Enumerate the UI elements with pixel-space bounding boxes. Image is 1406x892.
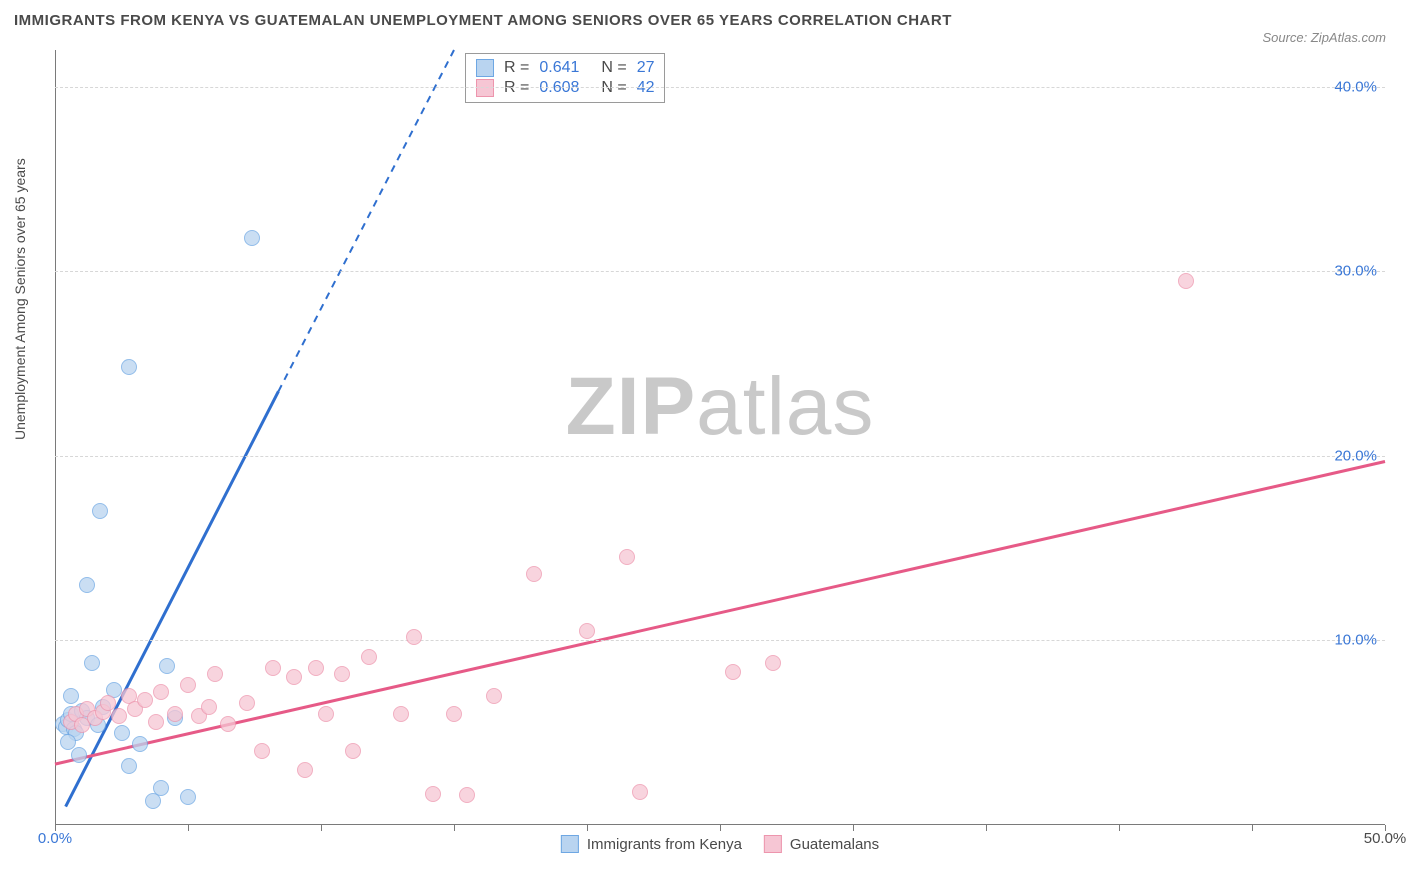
data-point — [334, 666, 350, 682]
data-point — [393, 706, 409, 722]
data-point — [286, 669, 302, 685]
x-tick — [986, 825, 987, 831]
data-point — [632, 784, 648, 800]
data-point — [486, 688, 502, 704]
gridline — [55, 640, 1385, 641]
legend-label: Immigrants from Kenya — [587, 836, 742, 853]
data-point — [92, 503, 108, 519]
legend-swatch — [476, 79, 494, 97]
data-point — [121, 758, 137, 774]
x-tick-label: 50.0% — [1364, 830, 1406, 847]
data-point — [725, 664, 741, 680]
x-tick — [853, 825, 854, 831]
data-point — [579, 623, 595, 639]
x-tick — [587, 825, 588, 831]
y-axis-label: Unemployment Among Seniors over 65 years — [12, 158, 28, 440]
gridline — [55, 456, 1385, 457]
data-point — [1178, 273, 1194, 289]
data-point — [361, 649, 377, 665]
data-point — [765, 655, 781, 671]
r-label: R = — [504, 59, 529, 77]
legend-item: Immigrants from Kenya — [561, 835, 742, 853]
data-point — [239, 695, 255, 711]
legend-label: Guatemalans — [790, 836, 879, 853]
y-tick-label: 40.0% — [1334, 78, 1377, 95]
x-tick — [1252, 825, 1253, 831]
x-tick-label: 0.0% — [38, 830, 72, 847]
n-label: N = — [601, 59, 626, 77]
r-label: R = — [504, 79, 529, 97]
data-point — [79, 577, 95, 593]
data-point — [153, 684, 169, 700]
x-tick — [454, 825, 455, 831]
data-point — [114, 725, 130, 741]
legend-swatch — [561, 835, 579, 853]
y-tick-label: 30.0% — [1334, 263, 1377, 280]
data-point — [220, 716, 236, 732]
n-value: 27 — [637, 59, 655, 77]
data-point — [121, 359, 137, 375]
data-point — [265, 660, 281, 676]
legend-swatch — [476, 59, 494, 77]
data-point — [84, 655, 100, 671]
legend-swatch — [764, 835, 782, 853]
x-tick — [321, 825, 322, 831]
n-value: 42 — [637, 79, 655, 97]
plot-area: ZIPatlas R =0.641N =27R =0.608N =42 Immi… — [55, 50, 1385, 825]
data-point — [254, 743, 270, 759]
data-point — [207, 666, 223, 682]
data-point — [201, 699, 217, 715]
data-point — [180, 789, 196, 805]
x-tick — [1119, 825, 1120, 831]
series-legend: Immigrants from Kenya Guatemalans — [561, 835, 879, 853]
x-tick — [720, 825, 721, 831]
n-label: N = — [601, 79, 626, 97]
data-point — [153, 780, 169, 796]
data-point — [297, 762, 313, 778]
y-tick-label: 10.0% — [1334, 632, 1377, 649]
chart-title: IMMIGRANTS FROM KENYA VS GUATEMALAN UNEM… — [14, 12, 952, 29]
source-attribution: Source: ZipAtlas.com — [1262, 30, 1386, 45]
data-point — [345, 743, 361, 759]
watermark: ZIPatlas — [566, 360, 875, 454]
correlation-legend: R = 0.641 N = 27 R = 0.608 N = 42 — [465, 53, 665, 103]
data-point — [132, 736, 148, 752]
data-point — [459, 787, 475, 803]
legend-item: Guatemalans — [764, 835, 879, 853]
data-point — [137, 692, 153, 708]
data-point — [318, 706, 334, 722]
data-point — [425, 786, 441, 802]
data-point — [308, 660, 324, 676]
data-point — [167, 706, 183, 722]
x-tick — [188, 825, 189, 831]
data-point — [244, 230, 260, 246]
data-point — [111, 708, 127, 724]
r-value: 0.608 — [539, 79, 591, 97]
trend-lines-layer — [55, 50, 1385, 825]
data-point — [71, 747, 87, 763]
data-point — [619, 549, 635, 565]
gridline — [55, 87, 1385, 88]
r-value: 0.641 — [539, 59, 591, 77]
data-point — [159, 658, 175, 674]
data-point — [406, 629, 422, 645]
y-axis — [55, 50, 56, 825]
legend-row: R = 0.641 N = 27 — [476, 58, 654, 78]
data-point — [526, 566, 542, 582]
y-tick-label: 20.0% — [1334, 447, 1377, 464]
data-point — [180, 677, 196, 693]
data-point — [446, 706, 462, 722]
legend-row: R = 0.608 N = 42 — [476, 78, 654, 98]
data-point — [63, 688, 79, 704]
data-point — [148, 714, 164, 730]
